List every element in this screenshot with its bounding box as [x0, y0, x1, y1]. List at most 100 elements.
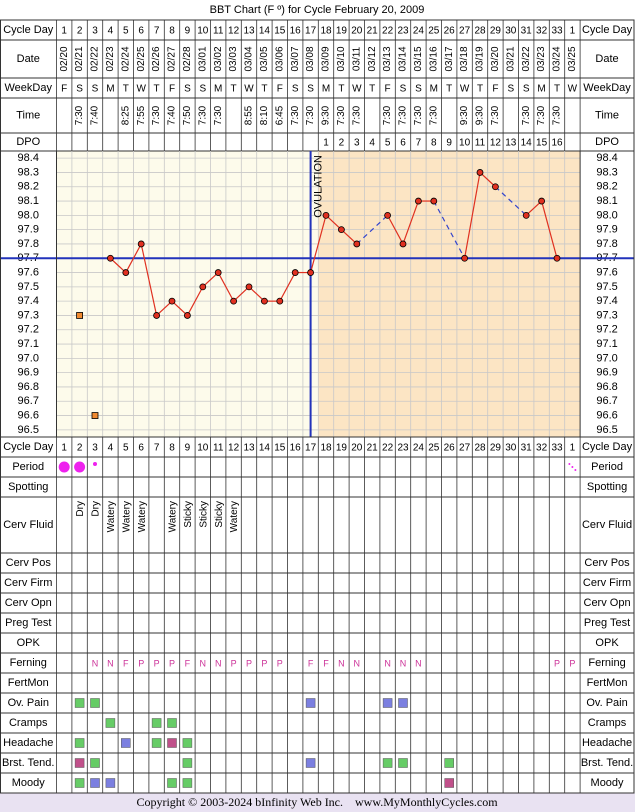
cycle_day-cell: 30: [505, 443, 517, 454]
y-tick-label: 98.1: [596, 195, 617, 207]
temp-point: [522, 211, 530, 219]
temp-segment: [464, 172, 481, 259]
date-cell: 03/10: [336, 46, 347, 71]
symptom-mark: [74, 758, 85, 768]
cycle_day-cell: 16: [290, 443, 302, 454]
weekday-cell: T: [369, 84, 375, 95]
time-cell: 7:30: [521, 105, 532, 125]
weekday-cell: T: [261, 84, 267, 95]
temp-point: [476, 169, 484, 176]
cycle_day-cell: 4: [108, 443, 114, 454]
temp-point: [107, 254, 114, 262]
time-cell: 7:30: [336, 105, 347, 125]
cycle_day-cell: 19: [336, 26, 348, 37]
cycle_day-cell: 1: [570, 26, 576, 37]
cycle_day-cell: 33: [551, 26, 563, 37]
dpo-cell: 16: [551, 138, 563, 149]
cycle_day-cell: 18: [320, 26, 332, 37]
cycle_day-cell: 3: [92, 26, 98, 37]
y-tick-label: 97.4: [18, 295, 39, 307]
y-tick-label: 97.5: [596, 281, 617, 293]
row-label: Spotting: [8, 481, 48, 493]
cerv-fluid-cell: Dry: [91, 501, 102, 517]
time-cell: 7:30: [351, 105, 362, 125]
weekday-cell: F: [492, 84, 498, 95]
ferning-cell: N: [107, 658, 114, 668]
row-label: WeekDay: [5, 82, 53, 94]
date-cell: 03/21: [505, 46, 516, 71]
weekday-cell: T: [446, 84, 452, 95]
weekday-cell: S: [507, 84, 514, 95]
time-cell: 8:25: [120, 105, 131, 125]
y-tick-label: 97.9: [18, 224, 39, 236]
temp-segment: [279, 272, 296, 302]
date-cell: 03/06: [274, 46, 285, 71]
row-label: Cerv Firm: [4, 577, 52, 589]
dpo-cell: 4: [369, 138, 375, 149]
time-cell: 6:45: [274, 105, 285, 125]
weekday-cell: T: [554, 84, 560, 95]
weekday-cell: W: [460, 84, 470, 95]
y-tick-label: 97.0: [18, 352, 39, 364]
footer: Copyright © 2003-2024 bInfinity Web Inc.…: [136, 795, 498, 809]
period-spotting: [571, 466, 574, 468]
dpo-cell: 12: [490, 138, 502, 149]
footer-bar: [0, 793, 635, 812]
time-cell: 7:30: [536, 105, 547, 125]
date-cell: 03/24: [552, 46, 563, 71]
y-tick-label: 98.3: [596, 166, 617, 178]
cycle_day-cell: 29: [490, 443, 502, 454]
cycle_day-cell: 11: [213, 443, 224, 454]
row-label: FertMon: [8, 677, 49, 689]
weekday-cell: F: [385, 84, 391, 95]
y-tick-label: 96.5: [18, 424, 39, 436]
cycle_day-cell: 9: [185, 26, 191, 37]
time-cell: 8:10: [259, 105, 270, 125]
period-spotting: [574, 469, 577, 471]
cycle_day-cell: 22: [382, 443, 394, 454]
cycle_day-cell: 1: [570, 443, 576, 454]
weekday-cell: S: [292, 84, 299, 95]
row-label: Cerv Firm: [583, 577, 631, 589]
y-tick-label: 96.6: [18, 409, 39, 421]
y-tick-label: 97.0: [596, 352, 617, 364]
cycle_day-cell: 5: [123, 26, 129, 37]
dpo-cell: 14: [521, 138, 533, 149]
y-tick-label: 98.0: [18, 209, 39, 221]
ferning-cell: P: [554, 658, 560, 668]
y-tick-label: 96.9: [596, 367, 617, 379]
symptom-mark: [74, 698, 85, 708]
ferning-cell: F: [308, 658, 314, 668]
cerv-fluid-cell: Watery: [121, 501, 132, 532]
temp-segment: [541, 200, 558, 259]
cerv-fluid-cell: Watery: [229, 501, 240, 532]
temp-segment: [186, 286, 204, 316]
dpo-cell: 8: [431, 138, 437, 149]
temp-point: [430, 197, 438, 205]
symptom-mark: [305, 698, 316, 708]
temp-point: [260, 297, 268, 305]
period-heavy: [74, 461, 86, 473]
weekday-cell: M: [106, 84, 114, 95]
time-cell: 7:30: [197, 105, 208, 125]
temp-segment: [325, 214, 342, 231]
dpo-cell: 11: [475, 138, 486, 149]
weekday-cell: S: [415, 84, 422, 95]
weekday-cell: M: [322, 84, 330, 95]
temp-point: [199, 283, 207, 291]
row-label: Moody: [591, 777, 625, 789]
time-cell: 9:30: [475, 105, 486, 125]
dpo-cell: 2: [339, 138, 345, 149]
row-label: Moody: [12, 777, 46, 789]
cycle_day-cell: 30: [505, 26, 517, 37]
cycle_day-cell: 5: [123, 443, 129, 454]
cycle_day-cell: 11: [213, 26, 224, 37]
y-tick-label: 98.0: [596, 209, 617, 221]
y-tick-label: 96.5: [596, 424, 617, 436]
ferning-cell: N: [92, 658, 99, 668]
row-label: Cramps: [588, 717, 627, 729]
cycle_day-cell: 6: [138, 26, 144, 37]
ferning-cell: N: [215, 658, 222, 668]
y-tick-label: 96.7: [596, 395, 617, 407]
